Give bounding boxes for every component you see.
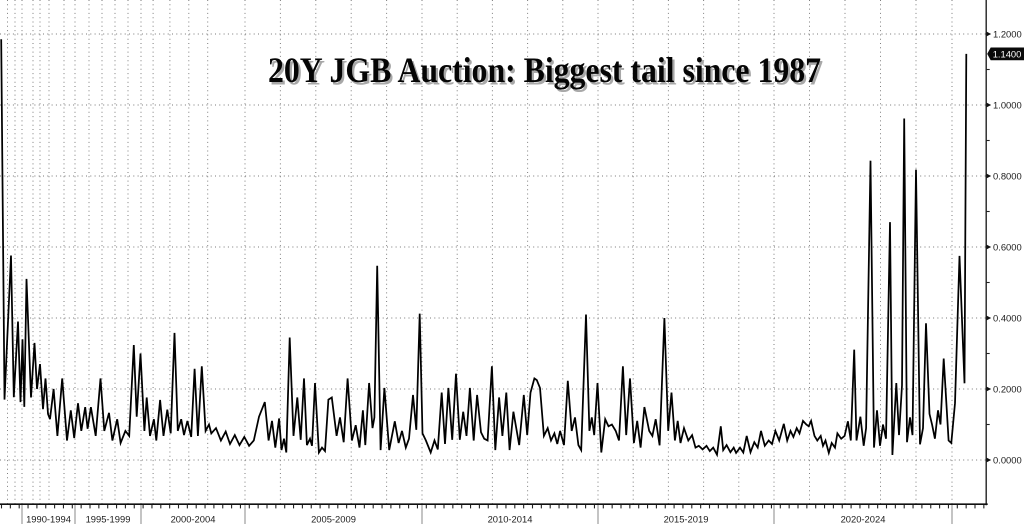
svg-text:1995-1999: 1995-1999: [86, 514, 131, 524]
svg-text:2010-2014: 2010-2014: [488, 514, 533, 524]
svg-text:0.0000: 0.0000: [993, 454, 1022, 465]
svg-text:1990-1994: 1990-1994: [26, 514, 71, 524]
svg-text:0.4000: 0.4000: [993, 312, 1022, 323]
svg-text:2005-2009: 2005-2009: [311, 514, 356, 524]
svg-text:0.6000: 0.6000: [993, 241, 1022, 252]
svg-text:1.1400: 1.1400: [993, 48, 1022, 59]
svg-text:2020-2024: 2020-2024: [841, 514, 886, 524]
svg-text:20Y JGB Auction: Biggest tail: 20Y JGB Auction: Biggest tail since 1987: [270, 53, 823, 93]
svg-text:2015-2019: 2015-2019: [664, 514, 709, 524]
svg-text:1.0000: 1.0000: [993, 99, 1022, 110]
svg-text:2000-2004: 2000-2004: [171, 514, 216, 524]
svg-text:20Y JGB Auction: Biggest tail: 20Y JGB Auction: Biggest tail since 1987: [268, 50, 821, 90]
svg-text:0.2000: 0.2000: [993, 383, 1022, 394]
svg-text:1.2000: 1.2000: [993, 28, 1022, 39]
svg-text:0.8000: 0.8000: [993, 170, 1022, 181]
